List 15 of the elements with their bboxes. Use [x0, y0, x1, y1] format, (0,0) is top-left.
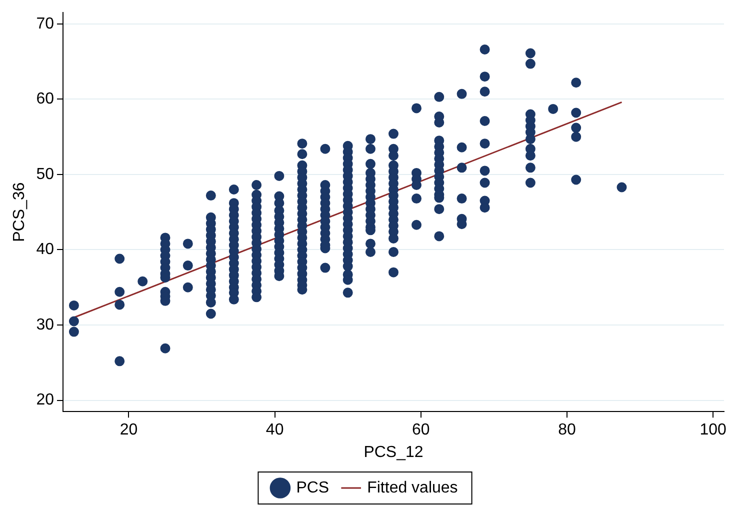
- legend-label: Fitted values: [367, 479, 458, 496]
- y-axis-title: PCS_36: [11, 182, 28, 242]
- x-tick-label: 80: [558, 422, 576, 439]
- x-tick-label: 60: [412, 422, 430, 439]
- y-tick-label: 50: [36, 166, 54, 183]
- x-tick-label: 20: [120, 422, 138, 439]
- x-tick-label: 40: [266, 422, 284, 439]
- legend-label: PCS: [296, 479, 330, 496]
- y-tick-label: 60: [36, 90, 54, 108]
- y-tick-label: 20: [36, 392, 54, 409]
- x-tick-label: 100: [700, 422, 726, 439]
- y-tick-label: 70: [36, 15, 54, 32]
- y-tick-label: 40: [36, 241, 54, 258]
- x-axis-title: PCS_12: [364, 444, 424, 461]
- y-tick-label: 30: [36, 316, 54, 334]
